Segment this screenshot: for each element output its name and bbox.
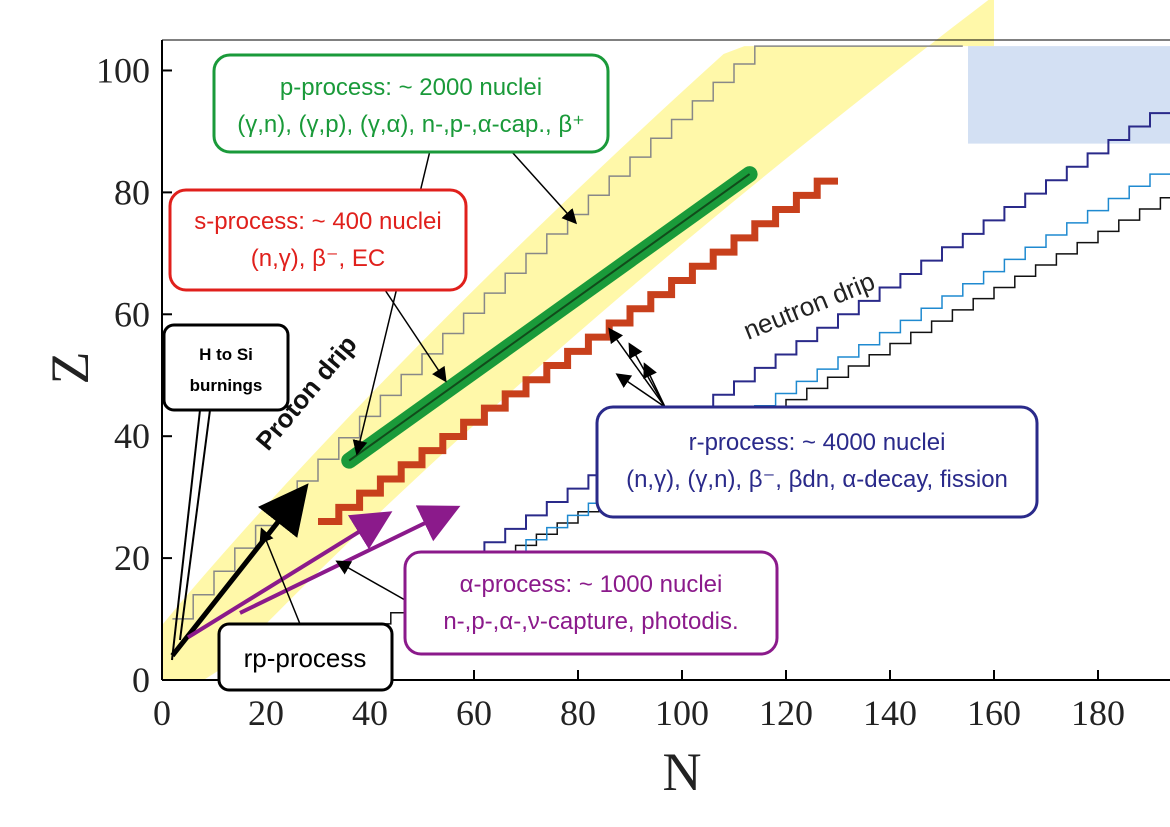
- rp-process-label: rp-process: [244, 643, 367, 673]
- rp-process-box: rp-process: [217, 622, 394, 692]
- x-tick-label: 20: [248, 693, 284, 733]
- h-to-si-arrow: [170, 483, 309, 658]
- s-process-box: s-process: ~ 400 nuclei (n,γ), β⁻, EC: [168, 188, 468, 292]
- process-paths: [318, 166, 838, 526]
- heavy-nuclei-region: [968, 46, 1170, 144]
- r-process-reactions: (n,γ), (γ,n), β⁻, βdn, α-decay, fission: [626, 466, 1008, 493]
- p-process-title: p-process: ~ 2000 nuclei: [280, 74, 542, 101]
- r-path-light: [422, 173, 1170, 602]
- alpha-process-box: α-process: ~ 1000 nuclei n-,p-,α-,ν-capt…: [403, 550, 779, 656]
- y-axis-label: Z: [40, 352, 100, 385]
- y-tick-label: 100: [96, 50, 150, 90]
- p-process-pointer-2: [511, 151, 578, 225]
- r-process-title: r-process: ~ 4000 nuclei: [689, 429, 946, 456]
- r-process-pointer-4: [615, 373, 666, 408]
- x-tick-label: 160: [967, 693, 1021, 733]
- s-process-title: s-process: ~ 400 nuclei: [194, 208, 441, 235]
- alpha-process-pointer: [335, 560, 406, 601]
- r-path-dark: [422, 112, 1170, 584]
- x-tick-label: 0: [153, 693, 171, 733]
- p-process-reactions: (γ,n), (γ,p), (γ,α), n-,p-,α-cap., β⁺: [237, 111, 585, 138]
- r-process-box: r-process: ~ 4000 nuclei (n,γ), (γ,n), β…: [595, 405, 1039, 519]
- alpha-process-title: α-process: ~ 1000 nuclei: [460, 571, 723, 598]
- r-process-pointer-3: [643, 362, 666, 408]
- s-process-pointer: [384, 289, 447, 383]
- alpha-process-reactions: n-,p-,α-,ν-capture, photodis.: [443, 608, 738, 635]
- x-tick-label: 100: [655, 693, 709, 733]
- y-tick-label: 20: [114, 538, 150, 578]
- x-tick-label: 80: [560, 693, 596, 733]
- x-tick-label: 120: [759, 693, 813, 733]
- arrows: [170, 129, 666, 661]
- h-to-si-pointer-1: [171, 409, 201, 661]
- h-to-si-box: H to Si burnings: [162, 323, 290, 412]
- s-process-reactions: (n,γ), β⁻, EC: [251, 245, 385, 272]
- y-tick-label: 40: [114, 416, 150, 456]
- y-tick-label: 60: [114, 294, 150, 334]
- y-tick-label: 0: [132, 660, 150, 700]
- x-tick-label: 40: [352, 693, 388, 733]
- r-process-pointer-1: [608, 327, 666, 408]
- x-tick-label: 60: [456, 693, 492, 733]
- nuclide-band: [162, 0, 994, 680]
- h-to-si-line2: burnings: [190, 376, 263, 395]
- y-tick-label: 80: [114, 172, 150, 212]
- p-process-path-core: [348, 173, 751, 462]
- alpha-process-arrow: [186, 511, 393, 640]
- x-tick-label: 180: [1071, 693, 1125, 733]
- h-to-si-pointer-2: [179, 409, 211, 641]
- p-process-box: p-process: ~ 2000 nuclei (γ,n), (γ,p), (…: [212, 53, 610, 154]
- s-process-path: [318, 177, 838, 526]
- x-tick-label: 140: [863, 693, 917, 733]
- x-ticks: 020406080100120140160180200: [153, 670, 1125, 733]
- rp-process-pointer: [259, 527, 301, 625]
- x-axis-label: N: [663, 742, 702, 802]
- h-to-si-line1: H to Si: [199, 345, 253, 364]
- y-ticks: 0 20 40 60 80 100: [96, 50, 172, 700]
